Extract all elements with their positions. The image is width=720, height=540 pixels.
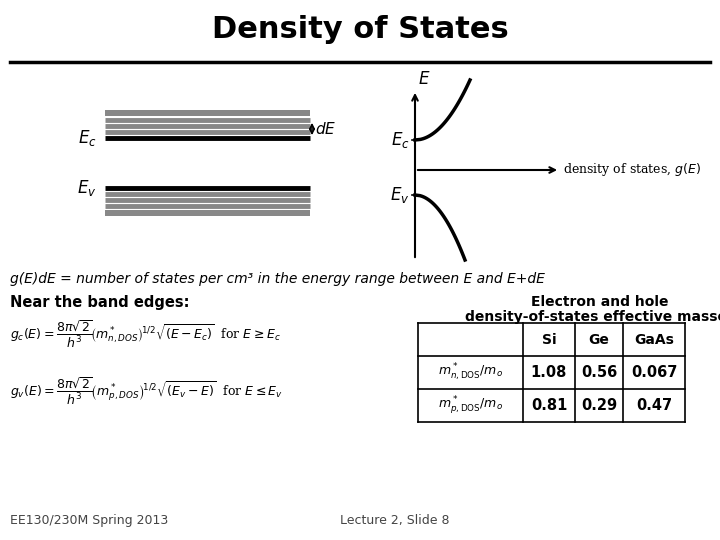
Text: Lecture 2, Slide 8: Lecture 2, Slide 8	[340, 514, 449, 527]
Text: $g_v(E)=\dfrac{8\pi\sqrt{2}}{h^3}\!\left(m_{p,DOS}^*\right)^{\!1/2}\sqrt{(E_v-E): $g_v(E)=\dfrac{8\pi\sqrt{2}}{h^3}\!\left…	[10, 375, 283, 407]
Text: $g_c(E)=\dfrac{8\pi\sqrt{2}}{h^3}\!\left(m_{n,DOS}^*\right)^{\!1/2}\sqrt{(E-E_c): $g_c(E)=\dfrac{8\pi\sqrt{2}}{h^3}\!\left…	[10, 318, 281, 350]
Text: Near the band edges:: Near the band edges:	[10, 295, 189, 310]
Text: Ge: Ge	[588, 333, 609, 347]
Text: $E_v$: $E_v$	[390, 185, 410, 205]
Text: 0.067: 0.067	[631, 365, 678, 380]
Text: density-of-states effective masses: density-of-states effective masses	[465, 310, 720, 324]
Text: Electron and hole: Electron and hole	[531, 295, 669, 309]
Text: Density of States: Density of States	[212, 16, 508, 44]
Text: 0.81: 0.81	[531, 398, 567, 413]
Text: Si: Si	[541, 333, 557, 347]
Text: 0.29: 0.29	[581, 398, 617, 413]
Text: g(E)dE = number of states per cm³ in the energy range between E and E+dE: g(E)dE = number of states per cm³ in the…	[10, 272, 545, 286]
Text: $m_{n,\mathrm{DOS}}^*/m_o$: $m_{n,\mathrm{DOS}}^*/m_o$	[438, 362, 503, 383]
Text: density of states, $g(E)$: density of states, $g(E)$	[563, 161, 701, 179]
Text: $E_c$: $E_c$	[391, 130, 410, 150]
Text: 0.56: 0.56	[581, 365, 617, 380]
Text: EE130/230M Spring 2013: EE130/230M Spring 2013	[10, 514, 168, 527]
Text: 1.08: 1.08	[531, 365, 567, 380]
Text: GaAs: GaAs	[634, 333, 674, 347]
Text: 0.47: 0.47	[636, 398, 672, 413]
Text: $E_c$: $E_c$	[78, 128, 97, 148]
Text: $dE$: $dE$	[315, 121, 336, 137]
Text: $E$: $E$	[418, 71, 431, 88]
Text: $m_{p,\mathrm{DOS}}^*/m_o$: $m_{p,\mathrm{DOS}}^*/m_o$	[438, 395, 503, 416]
Text: $E_v$: $E_v$	[78, 178, 97, 198]
